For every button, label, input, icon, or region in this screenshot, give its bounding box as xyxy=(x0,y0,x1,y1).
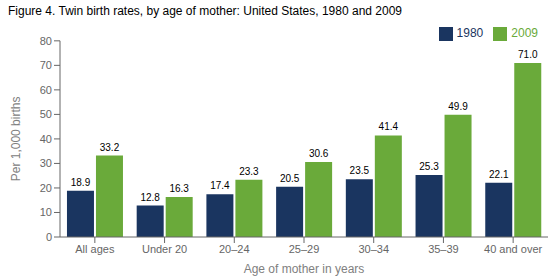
svg-text:30–34: 30–34 xyxy=(358,243,389,255)
svg-text:23.5: 23.5 xyxy=(350,165,370,176)
svg-text:0: 0 xyxy=(46,231,52,243)
svg-text:25–29: 25–29 xyxy=(289,243,320,255)
svg-text:17.4: 17.4 xyxy=(210,180,230,191)
html-text:Figure 4. Twin birth rates, by: Figure 4. Twin birth rates, by age of mo… xyxy=(8,4,402,18)
svg-text:35–39: 35–39 xyxy=(428,243,459,255)
svg-text:20–24: 20–24 xyxy=(219,243,250,255)
svg-text:Per 1,000 births: Per 1,000 births xyxy=(9,97,23,182)
svg-text:30.6: 30.6 xyxy=(309,148,329,159)
svg-text:12.8: 12.8 xyxy=(140,192,160,203)
svg-text:20: 20 xyxy=(40,182,52,194)
svg-text:25.3: 25.3 xyxy=(419,161,439,172)
svg-text:60: 60 xyxy=(40,84,52,96)
svg-text:33.2: 33.2 xyxy=(100,142,120,153)
svg-text:18.9: 18.9 xyxy=(71,177,91,188)
svg-text:40 and over: 40 and over xyxy=(484,243,542,255)
svg-text:10: 10 xyxy=(40,206,52,218)
svg-text:23.3: 23.3 xyxy=(239,166,259,177)
svg-text:16.3: 16.3 xyxy=(169,183,189,194)
svg-text:Age of mother in years: Age of mother in years xyxy=(244,262,365,276)
svg-text:40: 40 xyxy=(40,133,52,145)
html-text:1980: 1980 xyxy=(456,26,484,40)
svg-text:50: 50 xyxy=(40,108,52,120)
svg-text:80: 80 xyxy=(40,35,52,47)
svg-text:70: 70 xyxy=(40,59,52,71)
svg-text:30: 30 xyxy=(40,157,52,169)
svg-text:41.4: 41.4 xyxy=(379,121,399,132)
svg-text:22.1: 22.1 xyxy=(489,169,509,180)
svg-text:Under 20: Under 20 xyxy=(142,243,187,255)
svg-text:49.9: 49.9 xyxy=(448,101,468,112)
html-text:2009: 2009 xyxy=(511,26,538,40)
svg-text:71.0: 71.0 xyxy=(518,49,538,60)
svg-text:20.5: 20.5 xyxy=(280,173,300,184)
svg-text:All ages: All ages xyxy=(75,243,115,255)
